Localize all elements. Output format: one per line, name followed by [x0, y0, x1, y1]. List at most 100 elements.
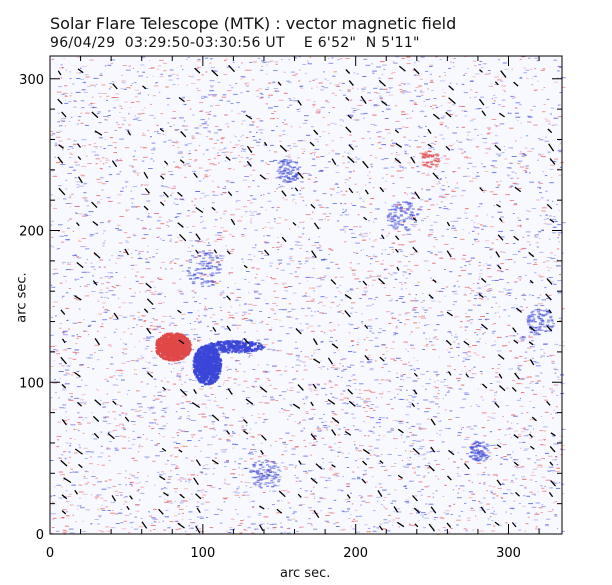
noise-speck	[347, 90, 350, 92]
noise-speck	[119, 171, 122, 173]
noise-speck	[333, 523, 336, 525]
noise-speck	[257, 185, 260, 187]
noise-speck	[379, 95, 382, 97]
noise-speck	[259, 92, 263, 94]
noise-speck	[78, 416, 83, 418]
noise-speck	[482, 356, 485, 358]
noise-speck	[74, 161, 78, 163]
noise-speck	[294, 467, 297, 469]
noise-speck	[313, 442, 315, 444]
noise-speck	[125, 129, 129, 131]
noise-speck	[158, 521, 161, 523]
noise-speck	[495, 239, 499, 241]
noise-speck	[205, 396, 210, 397]
noise-speck	[196, 490, 201, 492]
noise-speck	[195, 159, 197, 161]
noise-speck	[360, 497, 363, 499]
noise-speck	[97, 464, 100, 465]
noise-speck	[99, 277, 103, 279]
noise-speck	[408, 261, 411, 263]
noise-speck	[115, 371, 117, 373]
noise-speck	[344, 412, 349, 414]
noise-speck	[133, 369, 137, 371]
noise-speck	[141, 146, 146, 148]
noise-speck	[62, 231, 65, 233]
noise-speck	[151, 308, 156, 310]
noise-speck	[325, 515, 330, 516]
noise-speck	[448, 419, 452, 420]
noise-speck	[464, 329, 467, 331]
noise-speck	[420, 454, 425, 456]
noise-speck	[216, 238, 221, 240]
noise-speck	[91, 291, 96, 292]
noise-speck	[434, 381, 436, 383]
noise-speck	[159, 128, 164, 129]
noise-speck	[58, 86, 62, 88]
noise-speck	[138, 319, 143, 321]
noise-speck	[285, 432, 290, 434]
noise-speck	[135, 101, 140, 103]
noise-speck	[71, 116, 73, 118]
noise-speck	[134, 249, 138, 251]
noise-speck	[174, 491, 177, 493]
noise-speck	[234, 461, 237, 463]
noise-speck	[279, 319, 281, 321]
noise-speck	[119, 370, 123, 372]
noise-speck	[399, 322, 402, 323]
noise-speck	[222, 416, 227, 417]
noise-speck	[125, 470, 127, 472]
noise-speck	[128, 65, 132, 67]
noise-speck	[50, 397, 53, 399]
noise-speck	[418, 316, 422, 318]
noise-speck	[117, 124, 120, 126]
noise-speck	[462, 427, 464, 429]
noise-speck	[453, 58, 456, 59]
noise-speck	[298, 260, 301, 262]
noise-speck	[536, 246, 539, 248]
noise-speck	[204, 121, 208, 123]
noise-speck	[493, 94, 496, 96]
noise-speck	[187, 251, 189, 252]
noise-speck	[348, 518, 350, 519]
noise-speck	[426, 344, 429, 346]
noise-speck	[215, 282, 219, 284]
noise-speck	[130, 198, 135, 200]
noise-speck	[452, 461, 456, 463]
noise-speck	[339, 119, 343, 121]
noise-speck	[306, 134, 311, 136]
noise-speck	[158, 474, 163, 476]
noise-speck	[220, 292, 225, 294]
noise-speck	[282, 442, 286, 444]
noise-speck	[422, 148, 425, 150]
noise-speck	[367, 435, 370, 437]
noise-speck	[302, 64, 307, 65]
noise-speck	[75, 471, 79, 473]
noise-speck	[293, 511, 297, 513]
noise-speck	[138, 316, 140, 318]
noise-speck	[194, 198, 197, 200]
noise-speck	[316, 428, 321, 430]
noise-speck	[354, 145, 358, 147]
noise-speck	[398, 282, 403, 283]
noise-speck	[141, 315, 145, 317]
noise-speck	[147, 215, 150, 217]
noise-speck	[191, 137, 196, 139]
noise-speck	[55, 145, 57, 147]
noise-speck	[96, 202, 101, 204]
noise-speck	[199, 197, 202, 199]
noise-speck	[484, 152, 489, 154]
noise-speck	[104, 480, 108, 482]
noise-speck	[460, 149, 464, 151]
noise-speck	[65, 372, 69, 374]
noise-speck	[290, 413, 294, 415]
noise-speck	[388, 77, 394, 79]
noise-speck	[295, 354, 300, 356]
noise-speck	[346, 179, 349, 181]
noise-speck	[146, 383, 149, 385]
noise-speck	[312, 158, 316, 160]
noise-speck	[341, 452, 344, 454]
noise-speck	[276, 512, 280, 514]
noise-speck	[372, 476, 374, 478]
noise-speck	[294, 276, 299, 278]
noise-speck	[552, 226, 557, 228]
